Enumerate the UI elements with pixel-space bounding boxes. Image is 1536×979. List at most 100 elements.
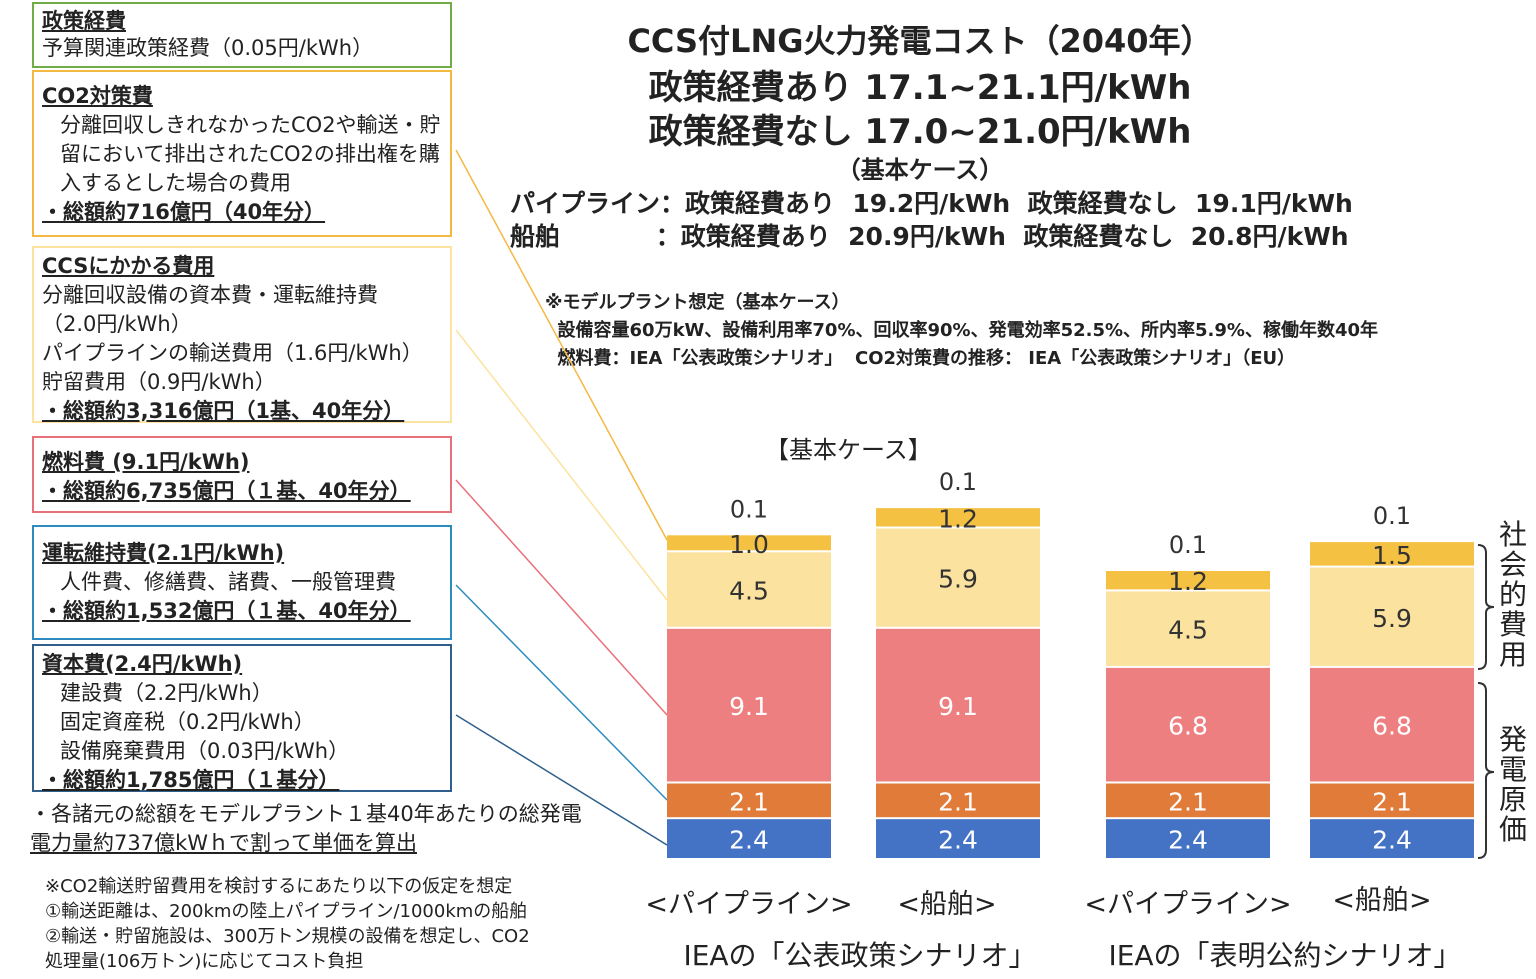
policy-cost-box: 政策経費 予算関連政策経費（0.05円/kWh） — [32, 2, 452, 68]
calc-note: ・各諸元の総額をモデルプラント１基40年あたりの総発電 電力量約737億kWｈで… — [30, 800, 582, 858]
value-label-capital: 2.4 — [1372, 826, 1412, 855]
value-label-co2: 1.0 — [729, 530, 769, 559]
bar-segment-ccs — [667, 552, 831, 627]
value-label-fuel: 6.8 — [1168, 712, 1208, 741]
value-label-ccs: 5.9 — [938, 565, 978, 594]
bar-segment-fuel — [876, 628, 1040, 782]
value-label-om: 2.1 — [1168, 787, 1208, 816]
box-line: 建設費（2.2円/kWh） — [60, 681, 273, 705]
bar-segment-fuel — [1310, 667, 1474, 782]
box-total: ・総額約1,785億円（１基分） — [42, 768, 340, 792]
value-label-fuel: 6.8 — [1372, 712, 1412, 741]
scenario-label: IEAの「表明公約シナリオ」 — [1108, 939, 1462, 972]
box-total: ・総額約6,735億円（１基、40年分） — [42, 479, 411, 503]
cost-with-policy: 政策経費あり 17.1~21.1円/kWh — [648, 68, 1192, 108]
value-label-capital: 2.4 — [1168, 826, 1208, 855]
box-line: 予算関連政策経費（0.05円/kWh） — [42, 36, 374, 60]
co2-cost-box: CO2対策費 分離回収しきれなかったCO2や輸送・貯 留において排出されたCO2… — [32, 70, 452, 237]
value-label-om: 2.1 — [938, 787, 978, 816]
value-label-ccs: 5.9 — [1372, 604, 1412, 633]
generation-cost-label: 発電原価 — [1498, 723, 1527, 846]
bar-segment-om — [876, 783, 1040, 818]
box-title: CO2対策費 — [42, 84, 153, 108]
capital-cost-box: 資本費(2.4円/kWh) 建設費（2.2円/kWh） 固定資産税（0.2円/k… — [32, 644, 452, 792]
box-title: CCSにかかる費用 — [42, 254, 215, 278]
chart-title: 【基本ケース】 — [765, 436, 932, 464]
connector-lines — [455, 149, 668, 846]
box-title: 政策経費 — [42, 9, 126, 33]
social-cost-label: 社会的費用 — [1498, 518, 1527, 671]
box-line: 人件費、修繕費、諸費、一般管理費 — [60, 570, 396, 594]
assumption-line: ②輸送・貯留施設は、300万トン規模の設備を想定し、CO2 — [45, 926, 530, 947]
box-line: 入するとした場合の費用 — [60, 171, 291, 195]
page-title: CCS付LNG火力発電コスト（2040年） — [627, 22, 1213, 60]
value-label-co2: 1.2 — [938, 504, 978, 533]
ship-cost: 船舶 ：政策経費あり 20.9円/kWh 政策経費なし 20.8円/kWh — [510, 222, 1349, 251]
assumption-line: ※CO2輸送貯留費用を検討するにあたり以下の仮定を想定 — [45, 876, 513, 897]
value-label-om: 2.1 — [1372, 787, 1412, 816]
model-note-title: ※モデルプラント想定（基本ケース） — [545, 292, 850, 313]
cost-without-policy: 政策経費なし 17.0~21.0円/kWh — [648, 112, 1192, 152]
connector-line — [455, 584, 668, 801]
bar-segment-capital — [1106, 819, 1270, 858]
box-line: 分離回収しきれなかったCO2や輸送・貯 — [60, 113, 441, 137]
box-line: 固定資産税（0.2円/kWh） — [60, 710, 315, 734]
model-note-line: 設備容量60万kW、設備利用率70%、回収率90%、発電効率52.5%、所内率5… — [545, 320, 1378, 341]
bar-segment-co2 — [667, 535, 831, 551]
bar-segment-ccs — [876, 528, 1040, 627]
bar-segment-om — [1310, 783, 1474, 818]
value-label-co2: 1.5 — [1372, 541, 1412, 570]
connector-line — [455, 149, 668, 541]
ccs-cost-box: CCSにかかる費用 分離回収設備の資本費・運転維持費 （2.0円/kWh） パイ… — [32, 246, 452, 423]
connector-line — [455, 714, 668, 846]
connector-line — [455, 329, 668, 601]
assumption-line: 処理量(106万トン)に応じてコスト負担 — [45, 951, 364, 972]
category-label: <船舶> — [897, 889, 997, 920]
bar-segment-om — [1106, 783, 1270, 818]
bar-segment-om — [667, 783, 831, 818]
box-line: パイプラインの輸送費用（1.6円/kWh） — [42, 341, 423, 365]
value-label-co2: 1.2 — [1168, 567, 1208, 596]
box-line: 留において排出されたCO2の排出権を購 — [60, 142, 440, 166]
social-cost-bracket — [1477, 544, 1495, 670]
box-line: 設備廃棄費用（0.03円/kWh） — [60, 739, 350, 763]
value-label-capital: 2.4 — [938, 826, 978, 855]
box-title: 燃料費 (9.1円/kWh) — [42, 450, 250, 474]
box-title: 資本費(2.4円/kWh) — [42, 652, 243, 676]
scenario-label: IEAの「公表政策シナリオ」 — [683, 939, 1037, 972]
bar-segment-ccs — [1106, 591, 1270, 666]
box-title: 運転維持費(2.1円/kWh) — [42, 541, 285, 565]
bar-segment-capital — [876, 819, 1040, 858]
calc-note-line: 電力量約737億kWｈで割って単価を算出 — [30, 831, 417, 855]
box-line: 貯留費用（0.9円/kWh） — [42, 370, 276, 394]
bar-segment-co2 — [1106, 571, 1270, 590]
value-label-policy: 0.1 — [1373, 502, 1411, 530]
bar-segment-fuel — [667, 628, 831, 782]
model-note-line: 燃料費：IEA「公表政策シナリオ」 CO2対策費の推移： IEA「公表政策シナリ… — [545, 348, 1296, 369]
bar-segment-fuel — [1106, 667, 1270, 782]
bar-segment-capital — [667, 819, 831, 858]
connector-line — [455, 479, 668, 716]
value-label-om: 2.1 — [729, 787, 769, 816]
value-label-capital: 2.4 — [729, 826, 769, 855]
bar-segment-capital — [1310, 819, 1474, 858]
base-case-label: （基本ケース） — [836, 156, 1004, 184]
bar-segment-ccs — [1310, 567, 1474, 666]
value-label-policy: 0.1 — [939, 468, 977, 496]
value-label-policy: 0.1 — [1169, 531, 1207, 559]
bar-segment-co2 — [876, 508, 1040, 527]
value-label-fuel: 9.1 — [729, 692, 769, 721]
category-label: <パイプライン> — [645, 889, 853, 920]
generation-cost-bracket — [1477, 682, 1495, 859]
pipeline-cost: パイプライン：政策経費あり 19.2円/kWh 政策経費なし 19.1円/kWh — [510, 189, 1353, 218]
box-line: 分離回収設備の資本費・運転維持費 — [42, 283, 378, 307]
category-label: <パイプライン> — [1084, 889, 1292, 920]
assumptions-note: ※CO2輸送貯留費用を検討するにあたり以下の仮定を想定 ①輸送距離は、200km… — [45, 874, 530, 974]
value-label-ccs: 4.5 — [729, 577, 769, 606]
value-label-fuel: 9.1 — [938, 692, 978, 721]
fuel-cost-box: 燃料費 (9.1円/kWh) ・総額約6,735億円（１基、40年分） — [32, 436, 452, 513]
box-line: （2.0円/kWh） — [42, 312, 192, 336]
box-total: ・総額約716億円（40年分） — [42, 200, 326, 224]
om-cost-box: 運転維持費(2.1円/kWh) 人件費、修繕費、諸費、一般管理費 ・総額約1,5… — [32, 525, 452, 640]
bar-segment-co2 — [1310, 542, 1474, 566]
